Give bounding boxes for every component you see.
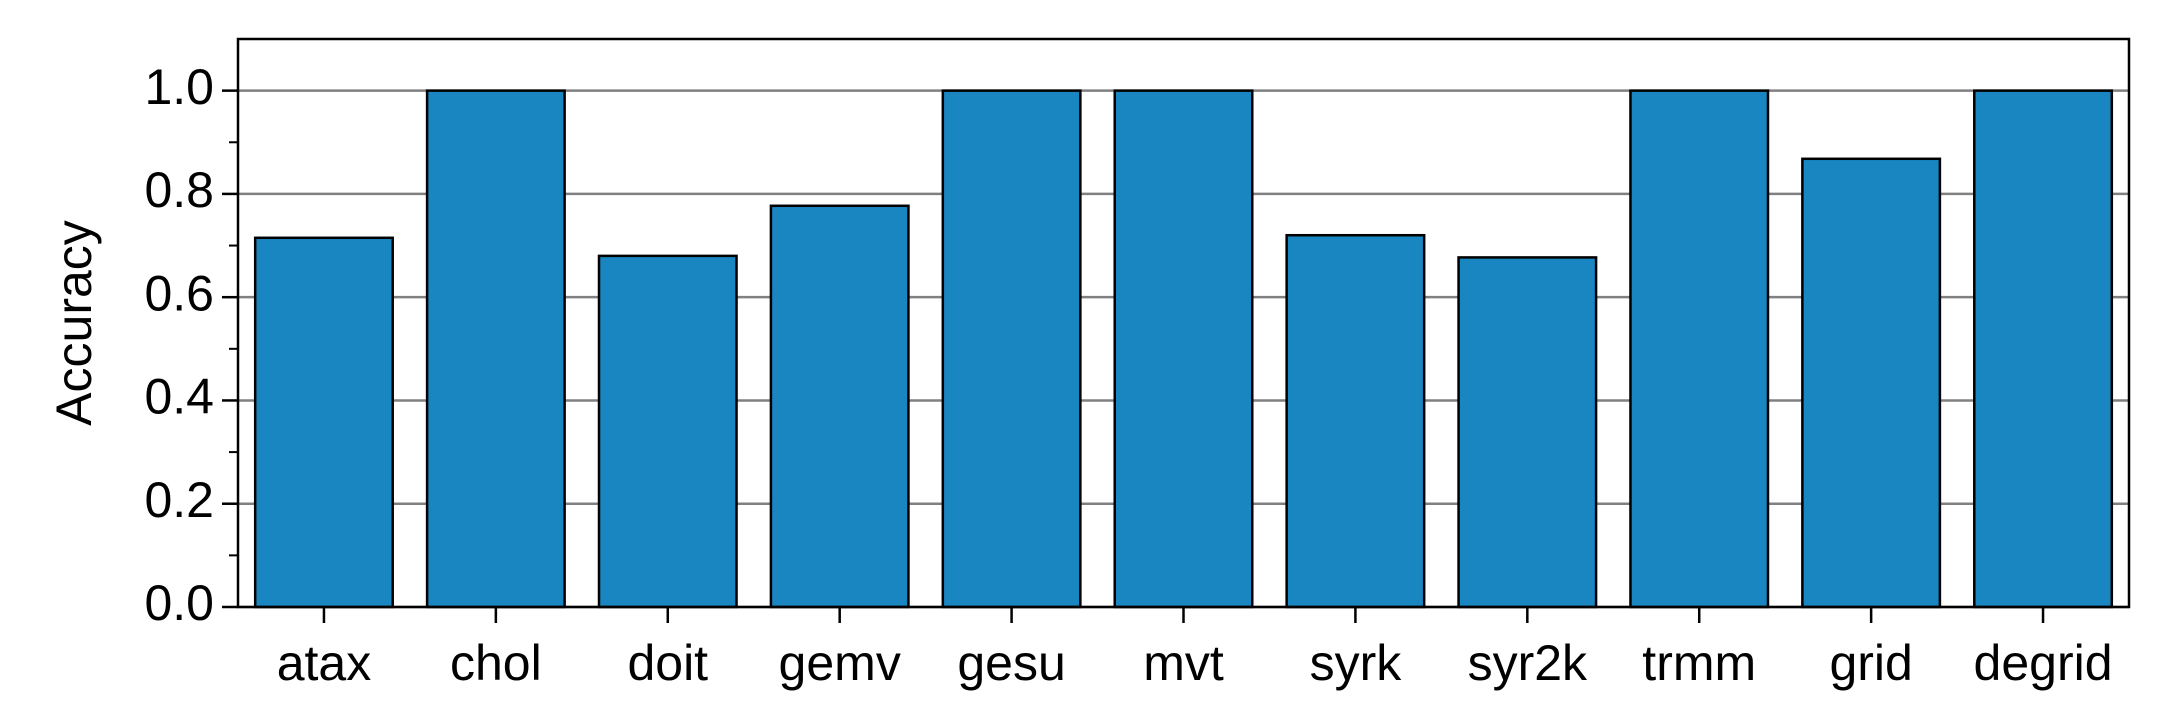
x-tick-label: mvt	[1143, 635, 1224, 691]
y-tick-label: 0.4	[144, 369, 214, 425]
y-axis-label: Accuracy	[46, 220, 102, 426]
x-tick-label: syrk	[1310, 635, 1403, 691]
bar	[1801, 157, 1942, 609]
x-tick-label: chol	[450, 635, 542, 691]
y-tick-label: 0.6	[144, 265, 214, 321]
y-tick-label: 0.2	[144, 472, 214, 528]
x-tick-label: atax	[277, 635, 372, 691]
bar	[1113, 89, 1254, 609]
bar	[1457, 256, 1598, 609]
x-tick-label: trmm	[1642, 635, 1756, 691]
bar	[1285, 233, 1426, 609]
plot-frame	[236, 37, 2131, 609]
bar	[1629, 89, 1770, 609]
x-tick-label: syr2k	[1468, 635, 1588, 691]
bar	[769, 204, 910, 609]
y-tick-label: 1.0	[144, 59, 214, 115]
bar	[597, 254, 738, 609]
x-tick-label: grid	[1829, 635, 1912, 691]
x-tick-label: gemv	[779, 635, 901, 691]
bar	[941, 89, 1082, 609]
bar	[425, 89, 566, 609]
y-tick-label: 0.8	[144, 162, 214, 218]
bar	[253, 236, 394, 609]
x-tick-label: doit	[627, 635, 708, 691]
y-tick-label: 0.0	[144, 575, 214, 631]
x-tick-label: degrid	[1974, 635, 2113, 691]
x-tick-label: gesu	[957, 635, 1065, 691]
bar	[1973, 89, 2114, 609]
